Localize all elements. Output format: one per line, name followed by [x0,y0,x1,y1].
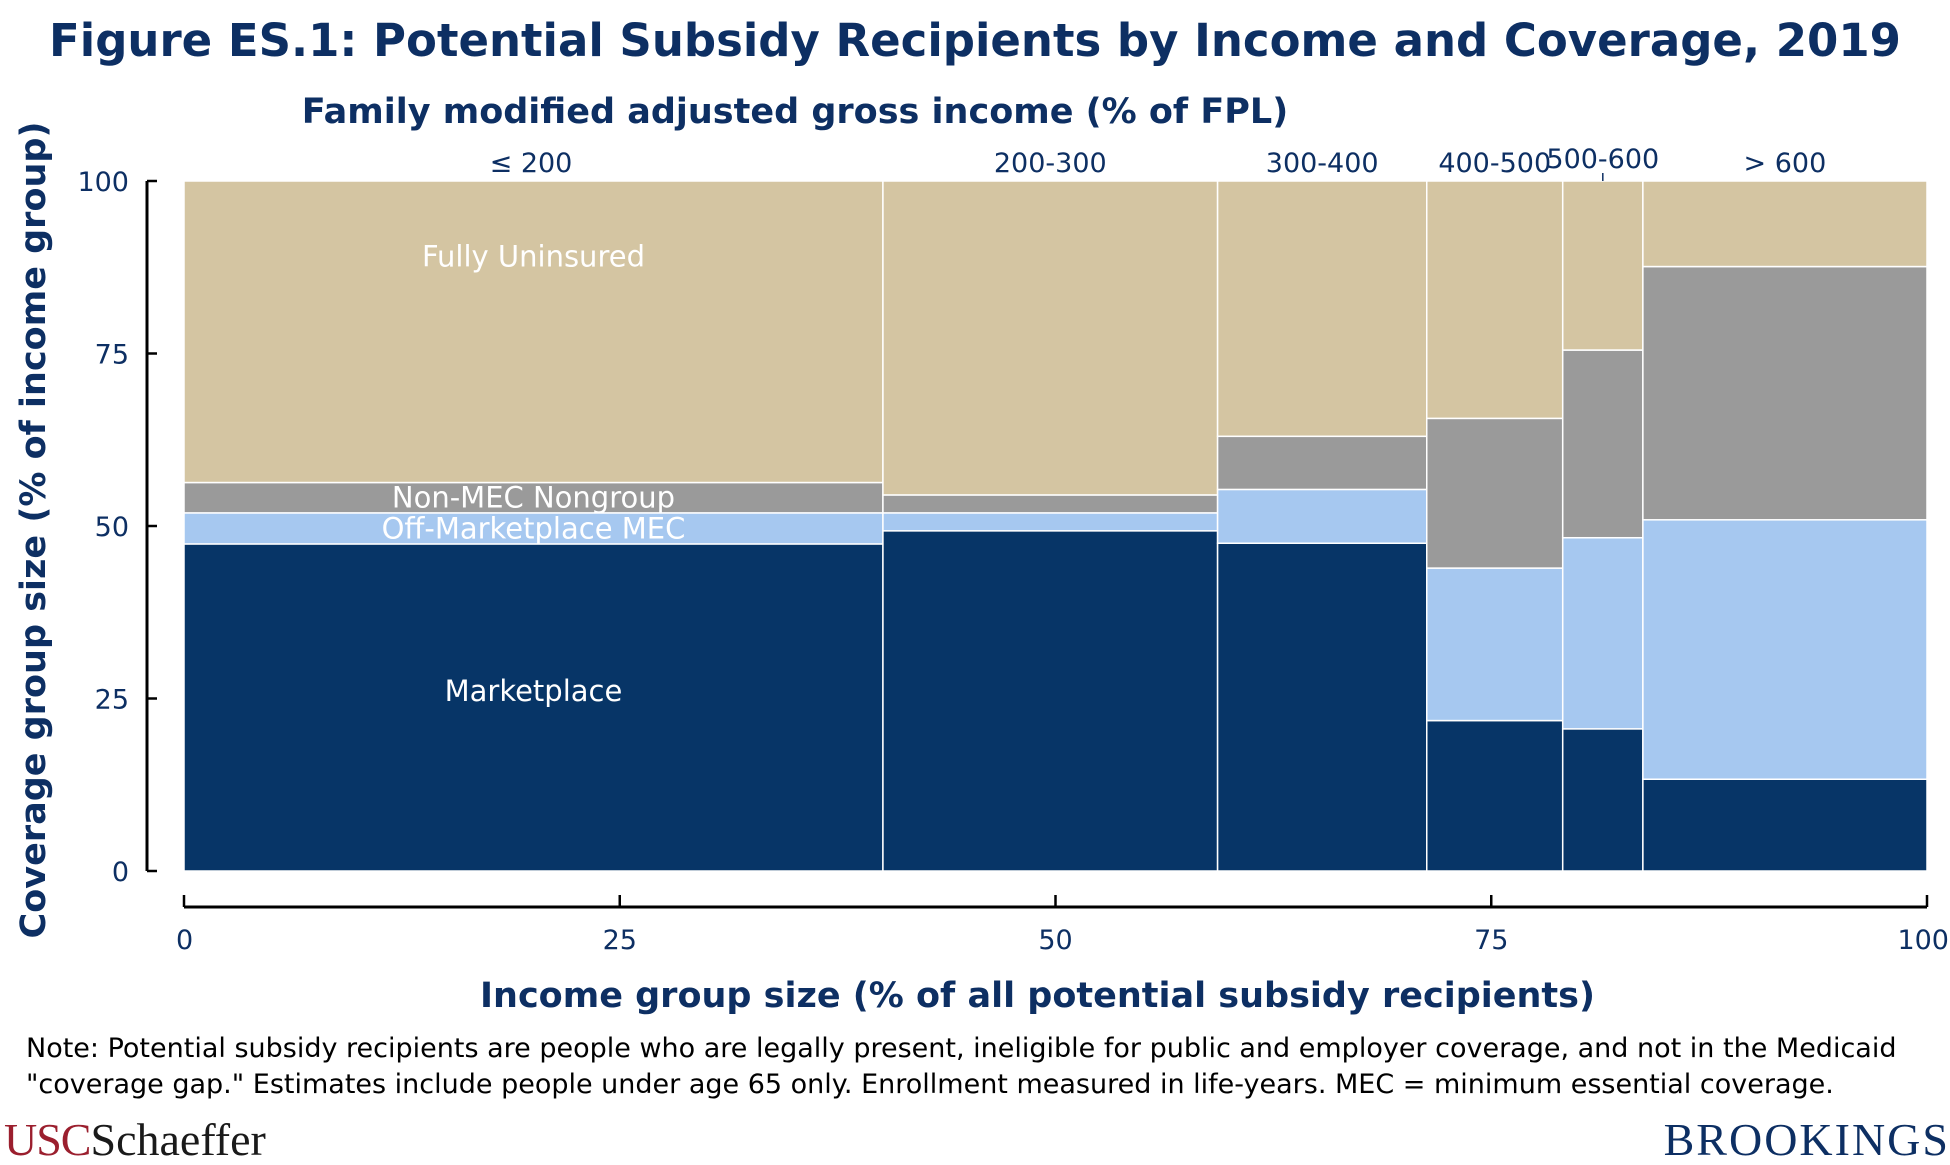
cell-off-marketplace-mec-2 [1216,488,1428,544]
cell-non-mec-nongroup-1 [882,494,1219,514]
schaeffer-logo-text: Schaeffer [90,1114,266,1165]
cell-fully-uninsured-2 [1216,180,1428,438]
chart-axes: 0 25 50 75 100 0 25 50 75 100 [77,167,1949,956]
x-axis-label: Income group size (% of all potential su… [480,976,1595,1016]
y-tick-label: 25 [95,685,129,716]
cell-off-marketplace-mec-0 [183,512,884,545]
cell-non-mec-nongroup-2 [1216,435,1428,491]
note-line: "coverage gap." Estimates include people… [26,1069,1834,1100]
cell-off-marketplace-mec-3 [1426,567,1564,722]
note-line: Note: Potential subsidy recipients are p… [26,1033,1897,1064]
chart-title: Figure ES.1: Potential Subsidy Recipient… [49,14,1901,67]
usc-schaeffer-logo: USCSchaeffer [4,1117,266,1163]
y-tick-label: 75 [95,340,129,371]
cell-fully-uninsured-1 [882,180,1219,496]
category-label: 500-600 [1546,144,1659,175]
cell-off-marketplace-mec-1 [882,512,1219,532]
chart-note: Note: Potential subsidy recipients are p… [26,1031,1926,1103]
series-label-marketplace: Marketplace [445,674,623,708]
cell-marketplace-1 [882,530,1219,872]
cell-marketplace-2 [1216,542,1428,872]
cell-fully-uninsured-5 [1642,180,1928,268]
x-tick-label: 100 [1897,925,1949,956]
cell-off-marketplace-mec-4 [1561,536,1644,730]
cell-marketplace-4 [1561,728,1644,872]
category-label: ≤ 200 [490,148,573,179]
y-tick-label: 0 [112,857,129,888]
cell-off-marketplace-mec-5 [1642,519,1928,780]
cell-non-mec-nongroup-4 [1561,349,1644,539]
cell-fully-uninsured-4 [1561,180,1644,351]
y-tick-label: 50 [95,512,129,543]
series-label-fully-uninsured: Fully Uninsured [422,239,645,273]
cell-non-mec-nongroup-3 [1426,417,1564,569]
chart-cells [183,180,1928,872]
income-axis-title: Family modified adjusted gross income (%… [301,92,1289,132]
x-tick-label: 25 [603,925,637,956]
usc-logo-text: USC [4,1114,91,1165]
category-label: 300-400 [1266,148,1379,179]
cell-marketplace-3 [1426,719,1564,872]
cell-marketplace-5 [1642,778,1928,872]
y-tick-label: 100 [77,167,129,198]
cell-fully-uninsured-3 [1426,180,1564,420]
series-label-off-marketplace-mec: Off-Marketplace MEC [382,511,686,545]
brookings-logo: BROOKINGS [1663,1114,1950,1165]
x-tick-label: 0 [176,925,193,956]
x-tick-label: 50 [1038,925,1072,956]
category-label: 400-500 [1438,148,1551,179]
cell-non-mec-nongroup-5 [1642,265,1928,521]
category-label: 200-300 [994,148,1107,179]
category-label: > 600 [1744,148,1827,179]
cell-fully-uninsured-0 [183,180,884,484]
x-tick-label: 75 [1474,925,1508,956]
series-label-non-mec-nongroup: Non-MEC Nongroup [392,481,675,515]
